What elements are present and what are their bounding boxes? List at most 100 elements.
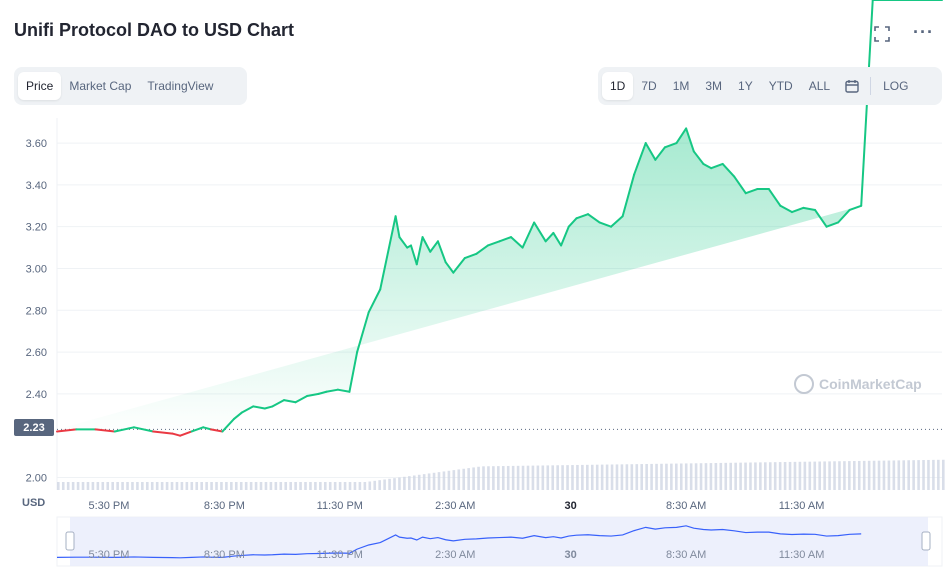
volume-bar [689,463,693,490]
volume-bar [625,464,629,490]
range-1d[interactable]: 1D [602,72,634,100]
volume-bar [403,476,406,490]
volume-bar [264,482,268,490]
volume-bar [234,482,238,490]
volume-bar [818,461,821,490]
price-line-segment [675,127,688,145]
volume-bar [447,470,451,490]
volume-bar [81,482,85,490]
range-1m[interactable]: 1M [672,79,690,93]
volume-bar [576,464,579,490]
volume-bar [749,462,752,490]
volume-bar [511,465,515,490]
volume-bar [724,462,728,490]
volume-bar [546,465,550,490]
volume-bar [457,469,461,490]
volume-bar [170,482,174,490]
volume-bar [867,460,871,490]
more-icon[interactable]: ··· [913,22,934,42]
volume-bar [526,465,530,490]
range-all[interactable]: ALL [808,79,831,93]
price-line-segment [814,208,828,228]
tab-price[interactable]: Price [18,72,62,100]
navigator-handle-right[interactable] [921,531,931,551]
fullscreen-icon[interactable] [874,26,890,47]
volume-bar [145,482,149,490]
y-tick-label: 3.40 [26,180,47,192]
volume-bar [388,478,391,490]
volume-bar [615,464,619,490]
volume-bar [897,460,901,490]
price-line-segment [663,142,678,149]
calendar-icon[interactable] [838,73,866,99]
range-ytd[interactable]: YTD [768,79,793,93]
volume-bar [116,482,119,490]
price-line-segment [767,188,782,207]
price-line-segment [744,188,759,195]
price-line-segment [475,244,489,255]
x-tick-label: 2:30 AM [435,500,475,512]
volume-bar [714,463,718,490]
volume-bar [684,463,688,490]
tab-tradingview[interactable]: TradingView [147,79,214,93]
volume-bar [531,465,535,490]
navigator-handle-left[interactable] [65,531,75,551]
volume-bar [294,482,297,490]
volume-bar [155,482,159,490]
volume-bar [141,482,144,490]
volume-bar [704,463,708,490]
volume-bar [788,461,792,490]
volume-bar [126,482,129,490]
price-line-segment [721,162,736,178]
range-1y[interactable]: 1Y [738,79,753,93]
current-price-tag: 2.23 [14,419,54,436]
price-line-segment [398,236,409,249]
volume-bar [739,462,742,490]
price-line-segment [848,204,863,211]
price-line-segment [113,426,135,433]
volume-bar [358,482,362,490]
price-line-segment [263,405,274,410]
volume-bar [655,463,658,490]
volume-bar [838,461,841,490]
price-line-segment [567,217,578,228]
volume-bar [378,480,381,490]
log-toggle[interactable]: LOG [883,79,909,93]
volume-bar [398,477,401,490]
navigator-tick-label: 8:30 AM [666,549,706,561]
volume-bar [205,482,208,490]
price-line-segment [94,428,116,433]
price-line-segment [587,213,601,224]
volume-bar [482,466,485,490]
volume-bar [353,482,357,490]
volume-bar [506,465,510,490]
volume-bar [882,460,886,490]
tab-market-cap[interactable]: Market Cap [69,79,132,93]
volume-bar [912,460,915,490]
volume-bar [862,460,866,490]
navigator-selection[interactable] [70,517,928,566]
price-line-segment [233,411,243,420]
price-line-segment [348,351,359,393]
volume-bar [729,462,733,490]
volume-bar [853,461,856,490]
price-line-segment [452,257,466,274]
coinmarketcap-watermark: CoinMarketCap [794,374,922,394]
volume-bar [348,482,352,490]
volume-bar [477,466,480,490]
volume-bar [694,463,698,490]
price-line-segment [294,394,309,404]
price-line-segment [209,428,224,433]
volume-bar [561,465,564,490]
volume-bar [773,462,777,490]
volume-bar [323,482,327,490]
volume-bar [220,482,223,490]
volume-bar [793,461,797,490]
volume-bar [699,463,703,490]
price-line-segment [132,426,155,433]
range-3m[interactable]: 3M [705,79,723,93]
range-7d[interactable]: 7D [641,79,657,93]
price-line-segment [486,240,501,247]
price-line-segment [379,215,397,291]
